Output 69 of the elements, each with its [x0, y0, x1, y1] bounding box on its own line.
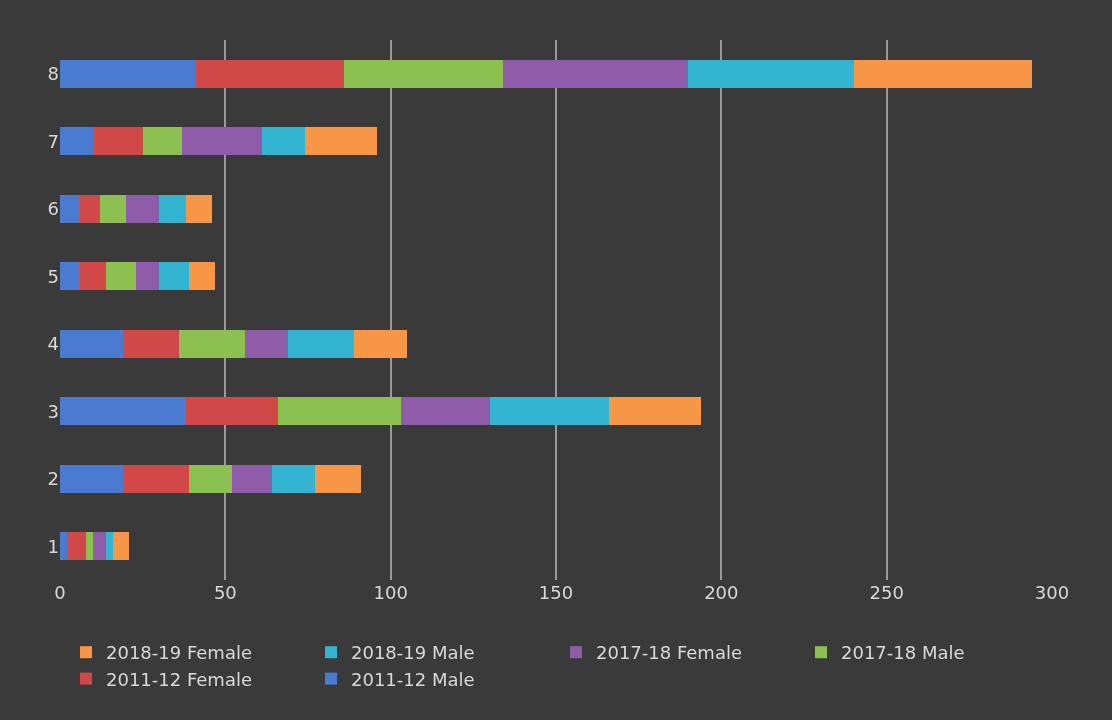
bar — [185, 194, 213, 223]
legend-label: 2011-12 Female — [106, 668, 253, 690]
bar — [608, 397, 702, 426]
bar — [60, 262, 80, 291]
y-tick-label: 2 — [47, 468, 59, 490]
legend-label: 2017-18 Female — [596, 642, 743, 664]
x-tick-label: 0 — [54, 582, 66, 603]
x-tick-label: 150 — [538, 582, 574, 603]
bar — [245, 329, 289, 358]
bar — [79, 262, 107, 291]
bar — [231, 464, 272, 493]
bar — [126, 194, 160, 223]
bar — [188, 464, 232, 493]
bar — [60, 532, 67, 561]
x-tick-label: 50 — [213, 582, 237, 603]
bar — [60, 329, 123, 358]
bar — [159, 262, 189, 291]
bar — [288, 329, 355, 358]
x-tick-label: 100 — [373, 582, 408, 603]
legend-label: 2017-18 Male — [841, 642, 965, 664]
legend-label: 2018-19 Female — [106, 642, 253, 664]
bar — [688, 59, 854, 88]
bar — [314, 464, 361, 493]
bar — [489, 397, 609, 426]
bar — [354, 329, 408, 358]
bar — [112, 532, 130, 561]
y-tick-label: 4 — [47, 333, 59, 355]
bar — [344, 59, 504, 88]
x-tick-label: 200 — [704, 582, 739, 603]
bar — [271, 464, 315, 493]
y-tick-label: 7 — [47, 130, 59, 152]
bar — [278, 397, 401, 426]
bar — [106, 262, 137, 291]
bar — [503, 59, 689, 88]
bar — [93, 127, 143, 156]
bar — [261, 127, 305, 156]
bar — [185, 397, 279, 426]
x-tick-label: 250 — [869, 582, 904, 603]
bar — [195, 59, 345, 88]
bar — [60, 59, 196, 88]
x-tick-label: 300 — [1034, 582, 1070, 603]
y-tick-label: 1 — [47, 535, 59, 557]
bar — [99, 194, 127, 223]
bar — [188, 262, 216, 291]
bar — [60, 194, 80, 223]
bar — [179, 329, 246, 358]
y-tick-label: 8 — [47, 63, 59, 85]
bar — [304, 127, 378, 156]
bar — [136, 262, 160, 291]
y-tick-label: 5 — [47, 265, 59, 287]
bar — [86, 532, 94, 561]
bar — [182, 127, 262, 156]
y-tick-label: 6 — [47, 198, 59, 220]
bar — [60, 127, 94, 156]
bar — [93, 532, 107, 561]
y-tick-label: 3 — [47, 400, 59, 422]
bar — [60, 464, 123, 493]
bar — [106, 532, 113, 561]
bar — [122, 464, 189, 493]
legend-label: 2018-19 Male — [351, 642, 475, 664]
bar — [142, 127, 183, 156]
bar — [159, 194, 186, 223]
bar — [122, 329, 180, 358]
legend-label: 2011-12 Male — [351, 668, 475, 690]
bar — [60, 397, 186, 426]
bar — [66, 532, 87, 561]
bar — [79, 194, 100, 223]
bar — [853, 59, 1033, 88]
bar — [400, 397, 490, 426]
